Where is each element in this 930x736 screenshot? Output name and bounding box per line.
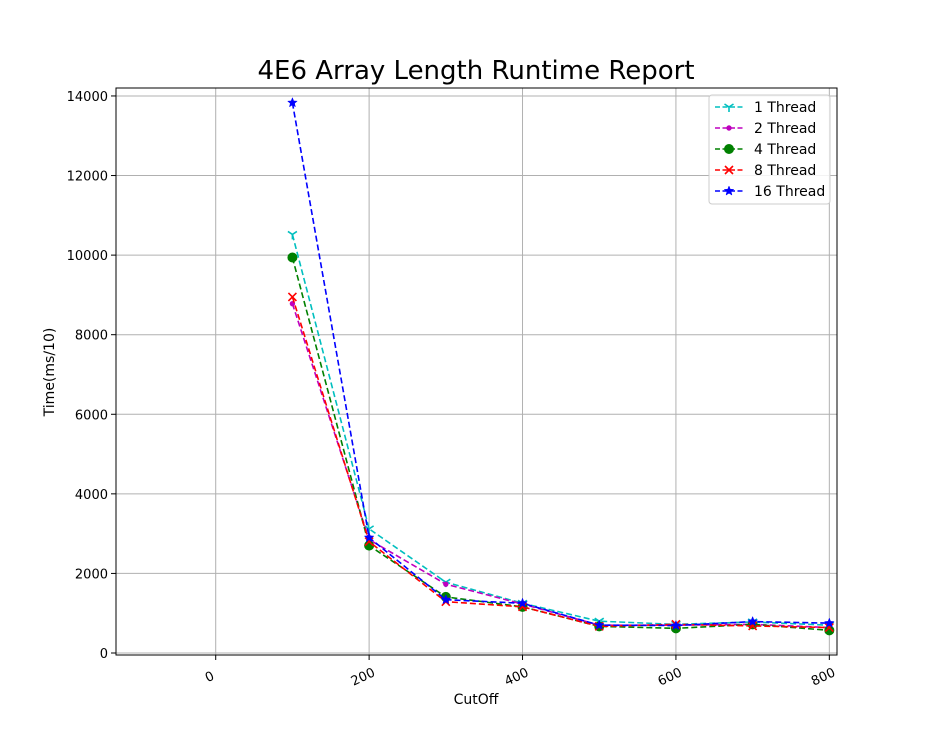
series-line-16-thread [291, 102, 830, 627]
y-tick-label: 2000 [75, 567, 108, 582]
legend-label: 1 Thread [754, 100, 816, 116]
y-tick-label: 4000 [75, 488, 108, 503]
y-tick-label: 0 [100, 647, 108, 662]
series-8-thread [287, 292, 834, 633]
series-group [287, 97, 835, 636]
data-point-16-thread [517, 597, 528, 608]
y-tick-label: 14000 [67, 90, 108, 105]
x-tick-label: 200 [349, 665, 378, 689]
data-point-8-thread [748, 621, 758, 631]
legend-entry-8-thread: 8 Thread [715, 163, 816, 179]
series-2-thread [289, 300, 833, 631]
legend-label: 2 Thread [754, 121, 816, 137]
data-point-16-thread [287, 97, 298, 108]
data-point-16-thread [593, 619, 605, 630]
x-tick-label: 400 [502, 665, 531, 689]
legend-entry-1-thread: 1 Thread [715, 100, 816, 116]
x-tick-label: 600 [656, 665, 685, 689]
series-line-2-thread [291, 303, 830, 629]
data-point-16-thread [670, 619, 682, 631]
x-tick-label: 0 [203, 669, 217, 686]
y-axis-label: Time(ms/10) [42, 328, 58, 418]
legend-marker [724, 144, 734, 154]
legend-entry-16-thread: 16 Thread [715, 184, 825, 200]
series-1-thread [287, 230, 835, 631]
data-point-8-thread [824, 622, 834, 633]
chart-title: 4E6 Array Length Runtime Report [257, 56, 694, 86]
x-tick-label: 800 [809, 665, 838, 689]
data-point-1-thread [287, 230, 298, 240]
legend-label: 8 Thread [754, 163, 816, 179]
data-point-8-thread [517, 602, 528, 612]
legend-entry-4-thread: 4 Thread [715, 142, 816, 158]
data-point-16-thread [823, 617, 835, 628]
legend-label: 4 Thread [754, 142, 816, 158]
legend-marker [726, 125, 732, 131]
y-tick-label: 8000 [75, 329, 108, 344]
data-point-4-thread [824, 625, 835, 636]
x-axis-label: CutOff [454, 692, 499, 708]
y-tick-label: 6000 [75, 408, 108, 423]
data-point-16-thread [747, 615, 759, 627]
data-point-16-thread [440, 594, 452, 605]
series-16-thread [287, 97, 835, 631]
data-point-4-thread [287, 252, 298, 263]
data-point-8-thread [287, 292, 297, 302]
legend-marker [724, 103, 734, 112]
legend: 1 Thread 2 Thread 4 Thread 8 Thread 16 Threa… [708, 94, 831, 205]
series-line-4-thread [291, 257, 830, 632]
legend-label: 16 Thread [754, 184, 825, 200]
y-tick-label: 10000 [67, 249, 108, 264]
data-point-16-thread [363, 531, 375, 543]
plot-frame [115, 87, 838, 656]
legend-box [708, 94, 831, 205]
series-line-1-thread [291, 234, 830, 626]
y-tick-label: 12000 [67, 170, 108, 185]
series-line-8-thread [291, 296, 830, 629]
legend-entry-2-thread: 2 Thread [715, 121, 816, 137]
data-point-2-thread [443, 581, 449, 587]
legend-marker [724, 165, 734, 175]
legend-marker [723, 185, 735, 196]
series-4-thread [287, 252, 835, 636]
